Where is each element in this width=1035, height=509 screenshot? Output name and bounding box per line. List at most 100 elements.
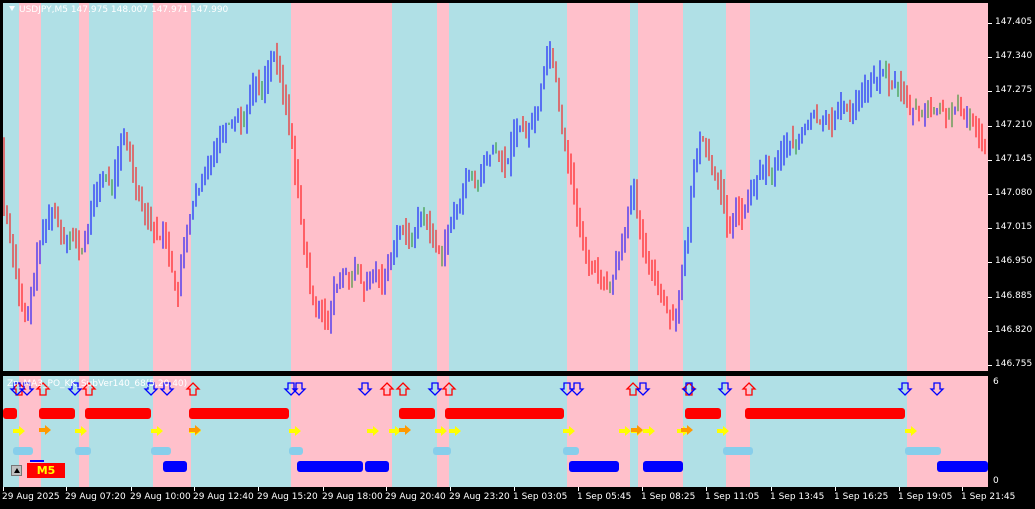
- arrow-down-icon: [427, 382, 443, 396]
- signal-bar-skyblue: [563, 447, 579, 455]
- trend-band-up: [291, 3, 392, 371]
- arrow-down-icon: [717, 382, 733, 396]
- time-label: 29 Aug 23:20: [449, 492, 510, 502]
- time-tick: [962, 487, 963, 491]
- time-tick: [899, 487, 900, 491]
- time-tick: [706, 487, 707, 491]
- arrow-up-icon: [395, 382, 411, 396]
- yellow-arrow-icon: [389, 426, 401, 436]
- time-label: 29 Aug 2025: [2, 492, 60, 502]
- yellow-arrow-icon: [75, 426, 87, 436]
- timeframe-badge[interactable]: M5: [27, 463, 65, 478]
- signal-bar-skyblue: [723, 447, 753, 455]
- time-tick: [323, 487, 324, 491]
- time-label: 1 Sep 05:45: [577, 492, 632, 502]
- signal-bar-blue: [365, 461, 389, 472]
- price-label: 147.210: [995, 120, 1033, 130]
- trend-band-up: [437, 3, 449, 371]
- price-label: 146.885: [995, 291, 1033, 301]
- signal-bar-red: [3, 408, 17, 419]
- price-tick: [988, 297, 992, 298]
- signal-bar-red: [685, 408, 721, 419]
- arrow-down-icon: [681, 382, 697, 396]
- yellow-arrow-icon: [905, 426, 917, 436]
- signal-bar-red: [85, 408, 151, 419]
- price-label: 147.405: [995, 17, 1033, 27]
- signal-bar-blue: [163, 461, 187, 472]
- signal-bar-skyblue: [75, 447, 91, 455]
- signal-bar-red: [189, 408, 289, 419]
- time-label: 1 Sep 16:25: [834, 492, 889, 502]
- time-label: 29 Aug 10:00: [130, 492, 191, 502]
- trend-band-up: [726, 3, 750, 371]
- trend-band-down: [750, 376, 907, 487]
- price-label: 147.080: [995, 188, 1033, 198]
- price-tick: [988, 160, 992, 161]
- indicator-signals: [3, 382, 988, 472]
- trend-band-up: [153, 3, 191, 371]
- price-tick: [988, 126, 992, 127]
- arrow-down-icon: [19, 382, 35, 396]
- signal-bar-skyblue: [433, 447, 451, 455]
- time-tick: [514, 487, 515, 491]
- arrow-up-icon: [741, 382, 757, 396]
- price-chart-panel[interactable]: USDJPY,M5 147.975 148.007 147.971 147.99…: [3, 3, 988, 371]
- signal-bar-red: [445, 408, 564, 419]
- price-tick: [988, 23, 992, 24]
- arrow-up-icon: [35, 382, 51, 396]
- arrow-down-icon: [929, 382, 945, 396]
- arrow-down-icon: [897, 382, 913, 396]
- price-label: 147.275: [995, 85, 1033, 95]
- dropdown-triangle-icon[interactable]: [9, 6, 15, 11]
- time-label: 1 Sep 19:05: [898, 492, 953, 502]
- indicator-name: Zn_MA3_PO_KK_SubVer140_68(5,20,40): [7, 379, 188, 389]
- price-label: 146.820: [995, 325, 1033, 335]
- time-label: 29 Aug 15:20: [257, 492, 318, 502]
- orange-arrow-icon: [681, 425, 693, 435]
- time-tick: [578, 487, 579, 491]
- signal-bar-red: [39, 408, 75, 419]
- trend-band-down: [191, 376, 291, 487]
- arrow-down-icon: [67, 382, 83, 396]
- price-label: 146.755: [995, 359, 1033, 369]
- chart-title: USDJPY,M5 147.975 148.007 147.971 147.99…: [9, 5, 228, 15]
- trend-band-up: [19, 376, 41, 487]
- arrow-down-icon: [143, 382, 159, 396]
- signal-bar-blue: [937, 461, 988, 472]
- orange-arrow-icon: [399, 425, 411, 435]
- arrow-down-icon: [569, 382, 585, 396]
- yellow-arrow-icon: [449, 426, 461, 436]
- triangle-up-icon: [14, 468, 20, 473]
- price-tick: [988, 365, 992, 366]
- price-label: 147.015: [995, 222, 1033, 232]
- signal-bar-blue: [569, 461, 619, 472]
- indicator-panel[interactable]: Zn_MA3_PO_KK_SubVer140_68(5,20,40) M5: [3, 376, 988, 487]
- yellow-arrow-icon: [619, 426, 631, 436]
- signal-bar-blue: [297, 461, 363, 472]
- time-tick: [450, 487, 451, 491]
- scale-up-button[interactable]: [11, 465, 22, 476]
- price-tick: [988, 91, 992, 92]
- trend-band-down: [449, 376, 567, 487]
- price-label: 147.340: [995, 51, 1033, 61]
- trend-band-down: [3, 3, 19, 371]
- time-label: 1 Sep 13:45: [770, 492, 825, 502]
- arrow-down-icon: [291, 382, 307, 396]
- signal-bar-red: [399, 408, 435, 419]
- signal-bar-skyblue: [289, 447, 303, 455]
- price-bars: [3, 41, 986, 334]
- trend-band-down: [191, 3, 291, 371]
- arrow-down-icon: [635, 382, 651, 396]
- time-tick: [835, 487, 836, 491]
- time-label: 1 Sep 11:05: [705, 492, 760, 502]
- arrow-down-icon: [159, 382, 175, 396]
- orange-arrow-icon: [189, 425, 201, 435]
- arrow-up-icon: [379, 382, 395, 396]
- trend-band-down: [3, 376, 19, 487]
- yellow-arrow-icon: [435, 426, 447, 436]
- time-tick: [131, 487, 132, 491]
- time-tick: [771, 487, 772, 491]
- price-tick: [988, 262, 992, 263]
- price-tick: [988, 57, 992, 58]
